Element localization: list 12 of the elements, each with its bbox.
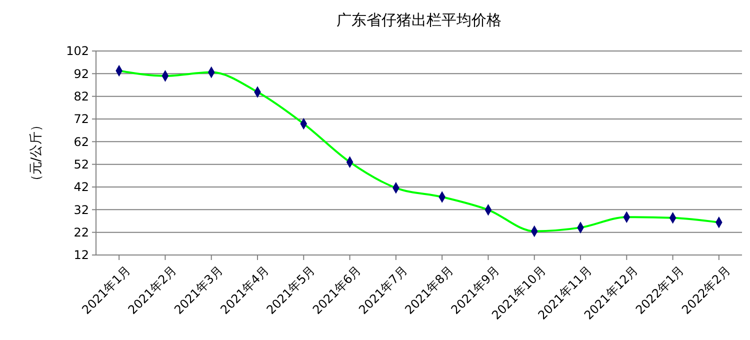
chart-title: 广东省仔猪出栏平均价格 bbox=[336, 11, 502, 29]
y-tick-label: 62 bbox=[74, 134, 89, 149]
y-tick-label: 92 bbox=[74, 66, 89, 81]
y-tick-label: 82 bbox=[74, 90, 89, 104]
y-tick-label: 102 bbox=[66, 44, 89, 58]
y-tick-label: 32 bbox=[74, 202, 89, 217]
y-tick-label: 72 bbox=[74, 112, 89, 126]
y-tick-label: 42 bbox=[74, 180, 89, 194]
y-tick-label: 52 bbox=[74, 158, 89, 172]
y-tick-label: 22 bbox=[74, 226, 89, 240]
y-tick-label: 12 bbox=[74, 248, 89, 262]
y-axis-title: （元/公斤） bbox=[29, 118, 44, 188]
